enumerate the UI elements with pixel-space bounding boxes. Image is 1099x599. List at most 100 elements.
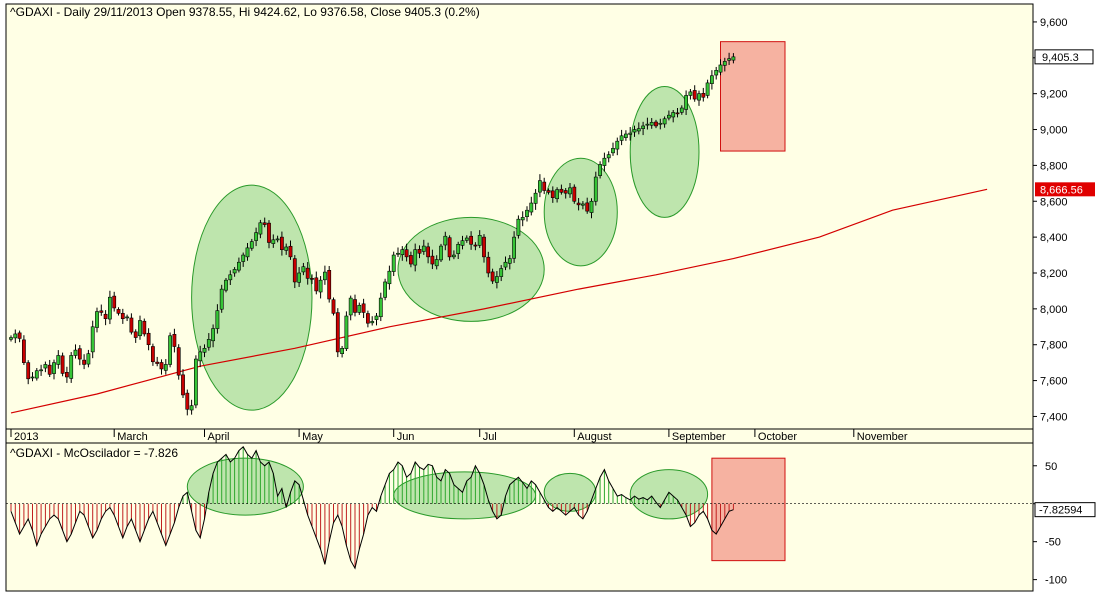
highlight-ellipse	[186, 457, 304, 516]
candle	[258, 219, 263, 239]
date-tick-label: Jun	[397, 431, 415, 443]
candle-body	[21, 339, 26, 363]
candle-body	[116, 309, 121, 314]
candle	[138, 315, 142, 340]
candle	[249, 238, 254, 251]
candle	[464, 235, 469, 243]
candle	[245, 243, 250, 261]
price-candles	[9, 52, 736, 416]
candle-body	[649, 122, 654, 126]
candle-body	[628, 132, 633, 135]
candle	[146, 328, 151, 351]
candle	[361, 298, 366, 318]
candle-body	[314, 277, 319, 292]
oscillator-tick-label: -50	[1045, 537, 1061, 549]
candle	[65, 366, 69, 383]
candle	[559, 184, 564, 195]
candle-body	[589, 200, 594, 213]
date-axis: 2013 March April May Jun Jul August September Oc…	[10, 429, 908, 443]
candle-body	[602, 157, 607, 166]
candle	[322, 265, 327, 285]
candle-body	[159, 362, 164, 370]
candle-body	[370, 321, 375, 324]
candle	[731, 53, 736, 64]
candle-body	[451, 254, 456, 258]
candle-body	[301, 266, 306, 273]
candle-body	[348, 297, 353, 316]
candle	[73, 344, 78, 359]
candle	[305, 262, 310, 285]
candle-body	[206, 339, 211, 348]
candle	[374, 312, 379, 326]
candle	[176, 344, 181, 380]
price-tick-label: 8,400	[1040, 232, 1068, 244]
candle	[654, 119, 658, 129]
date-tick-label: May	[302, 431, 323, 443]
candle	[679, 105, 684, 115]
candle	[378, 292, 383, 322]
candle	[26, 360, 31, 385]
candle	[159, 359, 164, 375]
candle-body	[408, 255, 413, 265]
candle-body	[598, 164, 603, 176]
candle	[301, 262, 306, 276]
candle	[133, 329, 138, 343]
candle-body	[533, 192, 538, 204]
candle-body	[279, 236, 284, 250]
candle-body	[361, 303, 366, 313]
candle-body	[619, 135, 624, 141]
candle	[666, 110, 671, 121]
candle	[490, 268, 495, 284]
candle-body	[473, 244, 478, 247]
candle-body	[447, 237, 452, 258]
candle-body	[310, 278, 314, 280]
candle-body	[623, 133, 628, 138]
candle	[353, 294, 357, 317]
candle-body	[181, 374, 185, 396]
candle-body	[13, 333, 18, 339]
candle-body	[292, 258, 297, 283]
candle-body	[155, 361, 160, 364]
candle-body	[568, 187, 572, 195]
candle-body	[9, 337, 13, 340]
candle-body	[142, 320, 147, 335]
candle	[219, 284, 224, 313]
candle-body	[374, 315, 379, 320]
candle-body	[69, 355, 74, 379]
candle	[568, 182, 572, 198]
candle-body	[654, 121, 658, 127]
candle	[417, 245, 422, 259]
candle-body	[90, 326, 95, 353]
candle-body	[151, 346, 155, 363]
candle-body	[632, 129, 637, 133]
candle-body	[189, 405, 194, 411]
candle	[421, 239, 426, 255]
candle-body	[241, 254, 246, 262]
candle-body	[413, 249, 418, 266]
candle	[262, 217, 267, 228]
candle-body	[503, 261, 508, 268]
candle-body	[722, 61, 727, 66]
candle	[460, 235, 465, 250]
candle	[537, 174, 542, 198]
candle	[142, 318, 147, 337]
candle	[593, 171, 598, 206]
candle-body	[697, 93, 701, 101]
candle	[628, 127, 633, 141]
candle-body	[219, 288, 224, 310]
candle-body	[658, 122, 663, 125]
candle-body	[378, 297, 383, 318]
candle	[641, 121, 646, 136]
candle	[447, 235, 452, 261]
date-tick-label: October	[758, 431, 797, 443]
candle-body	[456, 243, 461, 254]
candle-body	[443, 235, 448, 246]
candle	[572, 184, 577, 204]
ma-value-tag	[1035, 182, 1095, 197]
candle-body	[133, 331, 138, 338]
oscillator-axis: -100 -50 50 -7.82594	[1033, 461, 1096, 587]
candle	[120, 308, 125, 324]
candle-body	[305, 267, 310, 279]
candle	[318, 276, 323, 299]
candle	[486, 251, 491, 278]
